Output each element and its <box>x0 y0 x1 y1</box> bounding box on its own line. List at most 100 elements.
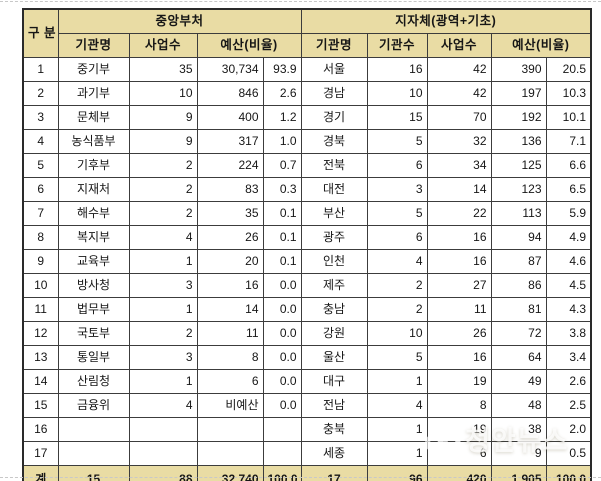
page-break-line-bottom <box>0 477 601 478</box>
column-header-local-org: 기관명 <box>300 33 368 58</box>
cell-c_biz: 1 <box>128 369 198 394</box>
cell-c_budget: 6 <box>196 369 264 394</box>
cell-c_budget: 16 <box>196 273 264 298</box>
cell-l_org: 1 <box>366 441 428 466</box>
cell-l_ratio: 7.1 <box>545 129 592 154</box>
cell-c_name <box>57 441 130 466</box>
cell-c_ratio: 1.0 <box>262 129 302 154</box>
cell-c_budget: 11 <box>196 321 264 346</box>
cell-c_biz <box>128 417 198 442</box>
cell-l_name: 제주 <box>300 273 368 298</box>
column-header-central-budget: 예산(비율) <box>196 33 302 58</box>
cell-l_name: 전남 <box>300 393 368 418</box>
total-local-orgnames: 17 <box>300 465 368 481</box>
table-row: 7 해수부 2 35 0.1 부산 5 22 113 5.9 <box>22 201 592 226</box>
table-row: 5 기후부 2 224 0.7 전북 6 34 125 6.6 <box>22 153 592 178</box>
table-row: 8 복지부 4 26 0.1 광주 6 16 94 4.9 <box>22 225 592 250</box>
cell-c_biz: 9 <box>128 129 198 154</box>
budget-table: 구 분 중앙부처 지자체(광역+기초) 기관명 사업수 예산(비율) 기관명 기… <box>22 8 593 481</box>
cell-l_budget: 125 <box>490 153 547 178</box>
cell-l_ratio: 3.4 <box>545 345 592 370</box>
cell-c_biz: 4 <box>128 225 198 250</box>
cell-l_budget: 49 <box>490 369 547 394</box>
cell-l_name: 인천 <box>300 249 368 274</box>
cell-c_name: 교육부 <box>57 249 130 274</box>
cell-l_ratio: 10.3 <box>545 81 592 106</box>
cell-l_org: 4 <box>366 249 428 274</box>
cell-l_biz: 11 <box>426 297 492 322</box>
cell-l_ratio: 20.5 <box>545 57 592 82</box>
cell-c_ratio <box>262 417 302 442</box>
cell-no: 10 <box>22 273 59 298</box>
total-label: 계 <box>22 465 59 481</box>
total-local-ratio: 100.0 <box>545 465 592 481</box>
cell-c_name: 통일부 <box>57 345 130 370</box>
cell-c_ratio: 0.0 <box>262 273 302 298</box>
cell-l_ratio: 2.6 <box>545 369 592 394</box>
cell-c_name: 지재처 <box>57 177 130 202</box>
total-row: 계 15 88 32,740 100.0 17 96 420 1,905 100… <box>22 465 592 481</box>
table-row: 3 문체부 9 400 1.2 경기 15 70 192 10.1 <box>22 105 592 130</box>
cell-l_name: 부산 <box>300 201 368 226</box>
cell-l_budget: 72 <box>490 321 547 346</box>
group-header-row: 구 분 중앙부처 지자체(광역+기초) <box>22 8 592 58</box>
cell-l_name: 서울 <box>300 57 368 82</box>
cell-c_name: 중기부 <box>57 57 130 82</box>
cell-l_biz: 6 <box>426 441 492 466</box>
cell-c_ratio: 0.0 <box>262 297 302 322</box>
table-row: 16 충북 1 19 38 2.0 <box>22 417 592 442</box>
total-local-budget: 1,905 <box>490 465 547 481</box>
cell-l_budget: 136 <box>490 129 547 154</box>
cell-l_name: 대구 <box>300 369 368 394</box>
cell-l_name: 경기 <box>300 105 368 130</box>
cell-l_name: 전북 <box>300 153 368 178</box>
cell-no: 4 <box>22 129 59 154</box>
cell-no: 9 <box>22 249 59 274</box>
cell-c_budget <box>196 441 264 466</box>
corner-header: 구 분 <box>22 8 59 58</box>
cell-c_biz <box>128 441 198 466</box>
cell-l_biz: 27 <box>426 273 492 298</box>
cell-no: 2 <box>22 81 59 106</box>
cell-l_org: 1 <box>366 369 428 394</box>
table-row: 11 법무부 1 14 0.0 충남 2 11 81 4.3 <box>22 297 592 322</box>
cell-c_name: 기후부 <box>57 153 130 178</box>
cell-l_ratio: 4.6 <box>545 249 592 274</box>
cell-l_biz: 42 <box>426 57 492 82</box>
cell-c_name: 해수부 <box>57 201 130 226</box>
cell-l_biz: 32 <box>426 129 492 154</box>
cell-l_biz: 14 <box>426 177 492 202</box>
cell-l_org: 10 <box>366 81 428 106</box>
cell-no: 17 <box>22 441 59 466</box>
cell-c_biz: 2 <box>128 153 198 178</box>
cell-c_budget: 224 <box>196 153 264 178</box>
table-header: 구 분 중앙부처 지자체(광역+기초) 기관명 사업수 예산(비율) 기관명 기… <box>22 8 592 58</box>
cell-c_biz: 10 <box>128 81 198 106</box>
cell-c_budget: 26 <box>196 225 264 250</box>
table-row: 10 방사청 3 16 0.0 제주 2 27 86 4.5 <box>22 273 592 298</box>
cell-l_ratio: 4.5 <box>545 273 592 298</box>
cell-l_org: 10 <box>366 321 428 346</box>
cell-c_budget <box>196 417 264 442</box>
cell-l_org: 1 <box>366 417 428 442</box>
cell-c_biz: 9 <box>128 105 198 130</box>
cell-c_ratio: 1.2 <box>262 105 302 130</box>
central-group-header: 중앙부처 <box>57 8 302 34</box>
cell-no: 5 <box>22 153 59 178</box>
cell-l_ratio: 2.0 <box>545 417 592 442</box>
total-local-orgcount: 96 <box>366 465 428 481</box>
cell-l_ratio: 4.9 <box>545 225 592 250</box>
cell-l_org: 5 <box>366 129 428 154</box>
table-row: 4 농식품부 9 317 1.0 경북 5 32 136 7.1 <box>22 129 592 154</box>
cell-l_biz: 16 <box>426 345 492 370</box>
table-row: 12 국토부 2 11 0.0 강원 10 26 72 3.8 <box>22 321 592 346</box>
cell-l_org: 5 <box>366 345 428 370</box>
table-row: 6 지재처 2 83 0.3 대전 3 14 123 6.5 <box>22 177 592 202</box>
cell-l_biz: 26 <box>426 321 492 346</box>
local-group-header: 지자체(광역+기초) <box>300 8 592 34</box>
cell-no: 3 <box>22 105 59 130</box>
cell-l_budget: 9 <box>490 441 547 466</box>
cell-c_biz: 35 <box>128 57 198 82</box>
cell-l_budget: 64 <box>490 345 547 370</box>
cell-c_ratio: 0.0 <box>262 345 302 370</box>
